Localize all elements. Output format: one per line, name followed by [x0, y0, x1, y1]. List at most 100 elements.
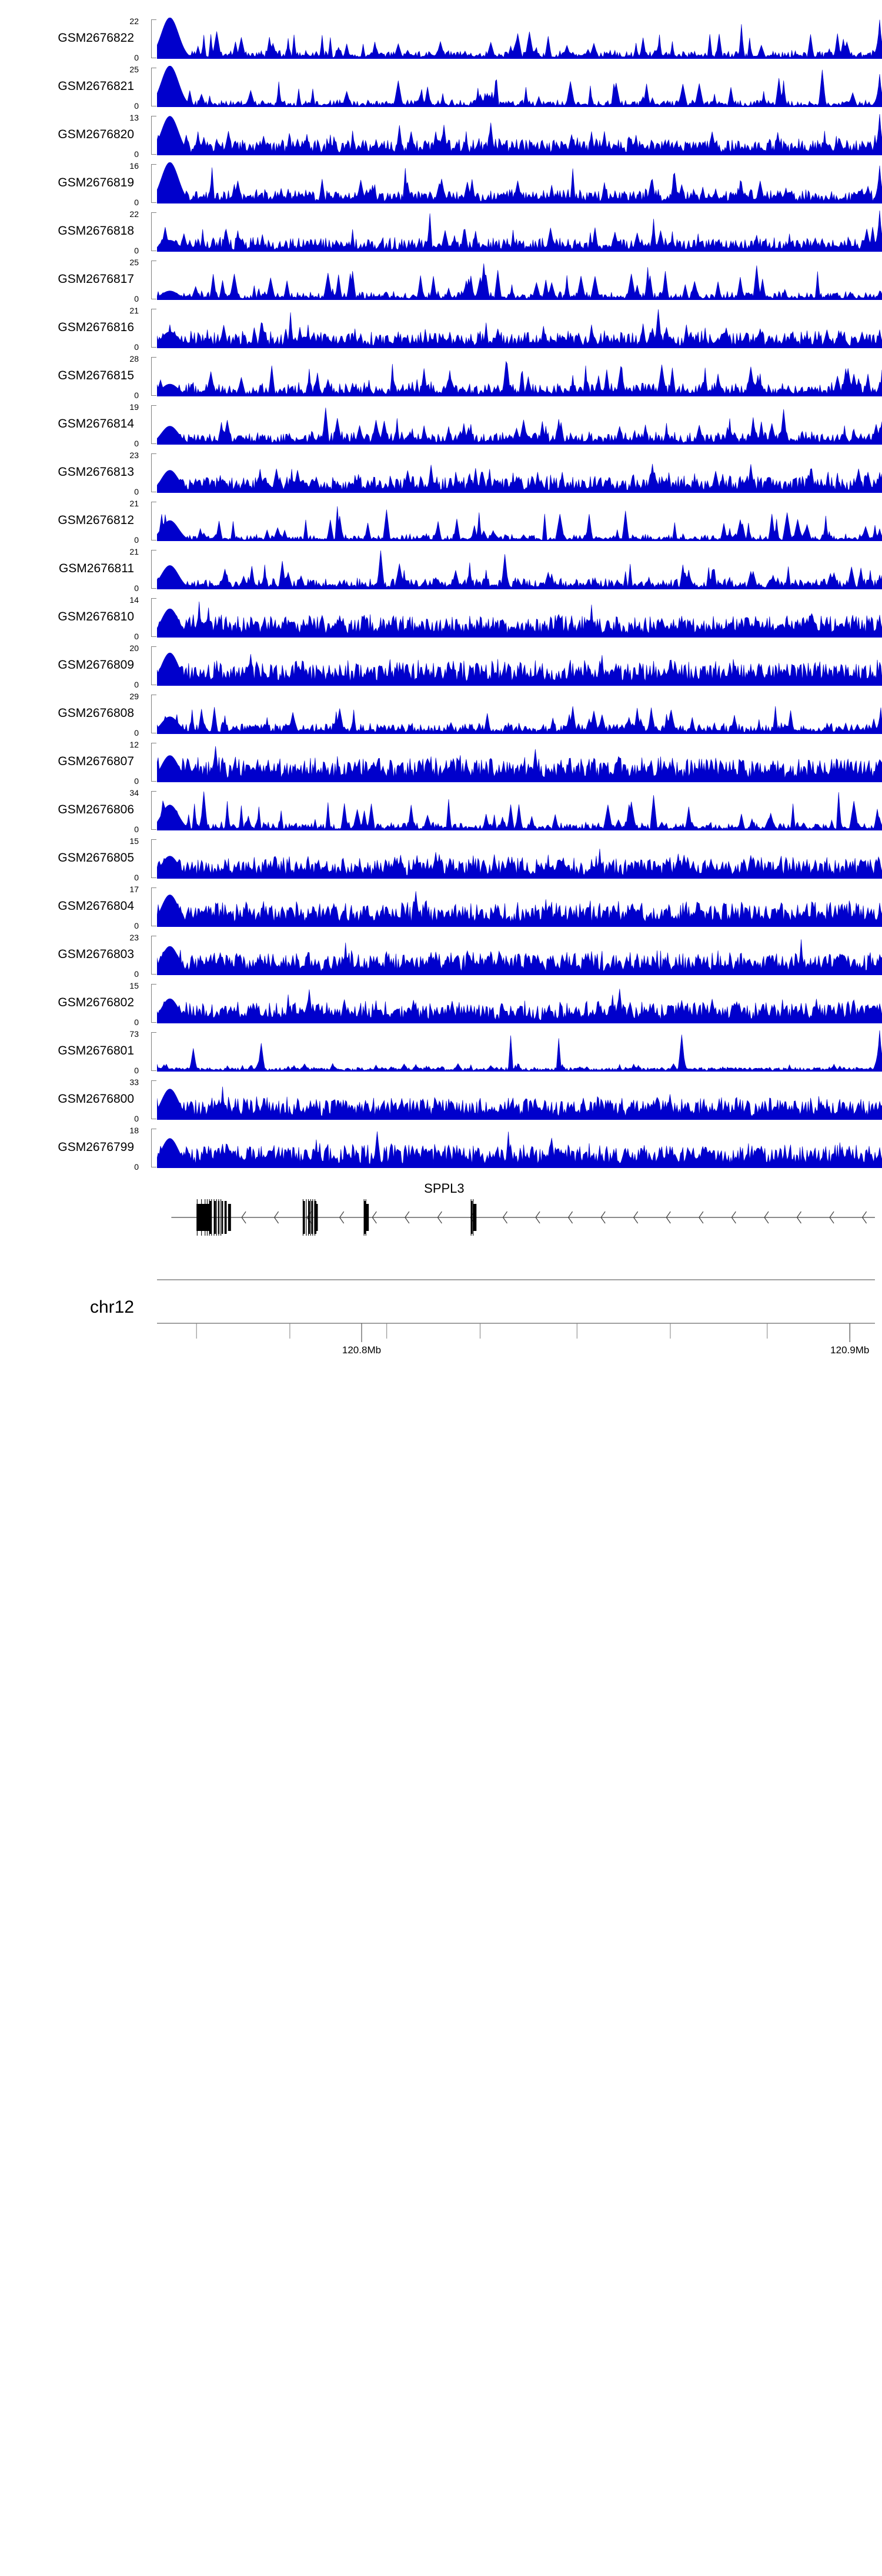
track-label-gsm2676807: GSM2676807 [58, 755, 134, 768]
y-axis-min-label: 0 [134, 1066, 139, 1075]
y-axis-max-label: 22 [129, 209, 139, 219]
y-axis-tick-max [151, 1032, 156, 1033]
y-axis-line [151, 309, 152, 348]
track-label-gsm2676811: GSM2676811 [58, 562, 134, 575]
y-axis-max-label: 12 [129, 740, 139, 749]
y-axis-max-label: 21 [129, 499, 139, 508]
coverage-track: GSM2676812 21 0 [0, 499, 882, 544]
track-y-axis: 19 0 [129, 403, 156, 448]
y-axis-tick-max [151, 19, 156, 20]
coverage-track: GSM2676819 16 0 [0, 162, 882, 206]
coverage-plot-area [157, 741, 882, 782]
coverage-track: GSM2676803 23 0 [0, 933, 882, 978]
track-label-gsm2676814: GSM2676814 [58, 417, 134, 431]
y-axis-max-label: 25 [129, 258, 139, 267]
track-y-axis: 21 0 [129, 499, 156, 544]
y-axis-line [151, 695, 152, 733]
coverage-plot-area [157, 1127, 882, 1168]
coverage-track: GSM2676818 22 0 [0, 210, 882, 255]
track-label-gsm2676800: GSM2676800 [58, 1092, 134, 1106]
y-axis-min-label: 0 [134, 776, 139, 786]
y-axis-tick-min [151, 443, 156, 444]
y-axis-min-label: 0 [134, 583, 139, 593]
y-axis-max-label: 21 [129, 306, 139, 315]
coverage-plot-area [157, 162, 882, 203]
track-label-gsm2676799: GSM2676799 [58, 1140, 134, 1154]
track-y-axis: 25 0 [129, 65, 156, 110]
y-axis-max-label: 21 [129, 547, 139, 556]
y-axis-min-label: 0 [134, 680, 139, 689]
track-y-axis: 29 0 [129, 692, 156, 737]
y-axis-line [151, 598, 152, 637]
track-y-axis: 16 0 [129, 162, 156, 206]
coverage-plot-area [157, 596, 882, 638]
y-axis-tick-min [151, 347, 156, 348]
y-axis-tick-min [151, 1070, 156, 1071]
y-axis-max-label: 23 [129, 933, 139, 942]
gene-model-glyph [171, 1199, 875, 1236]
coverage-plot-area [157, 66, 882, 107]
coverage-plot-area [157, 789, 882, 830]
coverage-track: GSM2676813 23 0 [0, 451, 882, 496]
axis-ruler [157, 1279, 875, 1342]
y-axis-max-label: 34 [129, 788, 139, 798]
gene-model-track: SPPL3 [0, 1181, 882, 1252]
y-axis-line [151, 1129, 152, 1167]
chromosome-axis: chr12 [0, 1269, 882, 1446]
track-label-gsm2676817: GSM2676817 [58, 272, 134, 286]
y-axis-min-label: 0 [134, 825, 139, 834]
track-y-axis: 25 0 [129, 258, 156, 303]
y-axis-tick-max [151, 164, 156, 165]
y-axis-line [151, 68, 152, 106]
y-axis-tick-max [151, 1080, 156, 1081]
track-y-axis: 22 0 [129, 17, 156, 62]
y-axis-tick-max [151, 984, 156, 985]
coverage-plot-area [157, 548, 882, 589]
track-y-axis: 12 0 [129, 740, 156, 785]
y-axis-line [151, 19, 152, 58]
track-y-axis: 13 0 [129, 114, 156, 158]
track-label-gsm2676802: GSM2676802 [58, 996, 134, 1009]
track-label-gsm2676809: GSM2676809 [58, 658, 134, 672]
y-axis-max-label: 17 [129, 885, 139, 894]
y-axis-min-label: 0 [134, 149, 139, 159]
y-axis-tick-max [151, 887, 156, 888]
y-axis-line [151, 839, 152, 878]
y-axis-max-label: 33 [129, 1077, 139, 1087]
track-y-axis: 17 0 [129, 885, 156, 930]
coverage-plot-area [157, 1030, 882, 1072]
y-axis-min-label: 0 [134, 294, 139, 303]
y-axis-tick-min [151, 829, 156, 830]
y-axis-line [151, 212, 152, 251]
y-axis-tick-min [151, 588, 156, 589]
track-label-gsm2676815: GSM2676815 [58, 369, 134, 382]
track-y-axis: 22 0 [129, 210, 156, 255]
y-axis-line [151, 1032, 152, 1071]
y-axis-max-label: 15 [129, 836, 139, 846]
y-axis-min-label: 0 [134, 921, 139, 930]
track-label-gsm2676816: GSM2676816 [58, 321, 134, 334]
y-axis-tick-min [151, 395, 156, 396]
coverage-track: GSM2676800 33 0 [0, 1077, 882, 1123]
track-label-gsm2676818: GSM2676818 [58, 224, 134, 238]
coverage-plot-area [157, 307, 882, 348]
y-axis-max-label: 22 [129, 16, 139, 26]
chromosome-label: chr12 [89, 1297, 134, 1317]
coverage-track: GSM2676801 73 0 [0, 1030, 882, 1075]
axis-tick-label: 120.8Mb [342, 1344, 382, 1356]
coverage-track: GSM2676816 21 0 [0, 306, 882, 352]
y-axis-min-label: 0 [134, 342, 139, 352]
coverage-track: GSM2676805 15 0 [0, 836, 882, 882]
y-axis-tick-max [151, 453, 156, 454]
y-axis-tick-min [151, 636, 156, 637]
y-axis-tick-max [151, 357, 156, 358]
y-axis-min-label: 0 [134, 1114, 139, 1123]
coverage-plot-area [157, 18, 882, 59]
track-y-axis: 73 0 [129, 1030, 156, 1075]
track-y-axis: 28 0 [129, 355, 156, 399]
track-label-gsm2676808: GSM2676808 [58, 706, 134, 720]
y-axis-max-label: 73 [129, 1029, 139, 1039]
coverage-track: GSM2676820 13 0 [0, 114, 882, 158]
coverage-track: GSM2676822 22 0 [0, 17, 882, 62]
